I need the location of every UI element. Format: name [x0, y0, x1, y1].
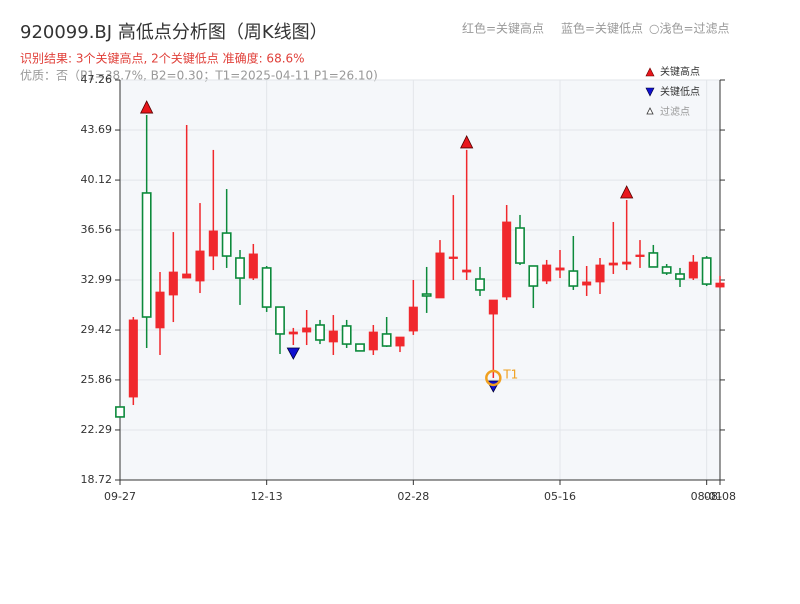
y-tick-label: 18.72: [81, 473, 113, 486]
candle-body: [368, 331, 378, 351]
candle-body: [462, 269, 472, 273]
chart-title: 920099.BJ 高低点分析图（周K线图）: [20, 22, 328, 43]
candle-body: [582, 281, 592, 286]
candle-body: [528, 265, 539, 287]
candle-body: [555, 267, 565, 271]
candle-body: [568, 270, 579, 287]
candle-body: [195, 250, 205, 282]
note: ○浅色=过滤点: [649, 22, 730, 36]
candle-body: [221, 232, 232, 257]
candle-body: [128, 319, 138, 398]
candle-body: [155, 291, 165, 329]
y-tick-label: 25.86: [81, 373, 113, 386]
y-tick-label: 43.69: [81, 123, 113, 136]
candle-body: [715, 282, 725, 288]
candle-body: [315, 324, 325, 341]
candle-body: [675, 273, 685, 280]
candle-body: [688, 261, 698, 279]
x-tick-label: 05-16: [544, 490, 576, 503]
key-low-marker: [286, 347, 301, 360]
candle-body: [328, 330, 338, 343]
y-tick-label: 29.42: [81, 323, 113, 336]
candle-body: [288, 331, 298, 335]
candle-body: [261, 267, 272, 308]
key-high-marker: [140, 100, 154, 114]
candle-body: [595, 264, 605, 283]
y-tick-label: 22.29: [81, 423, 113, 436]
candle-body: [182, 273, 192, 279]
candle-body: [448, 256, 458, 259]
candle-body: [355, 343, 365, 352]
candle-body: [248, 253, 258, 279]
candle-body: [515, 227, 525, 264]
legend-symbol: [645, 67, 655, 77]
candle-body: [141, 192, 152, 318]
candle-body: [395, 336, 405, 347]
x-tick-label: 12-13: [251, 490, 283, 503]
candle-body: [542, 264, 552, 282]
y-tick-label: 32.99: [81, 273, 113, 286]
candle-body: [208, 230, 218, 257]
y-tick-label: 40.12: [81, 173, 113, 186]
candle-body: [622, 261, 632, 265]
quality-text: 优质：否（P1=38.7%, B2=0.30；T1=2025-04-11 P1=…: [20, 69, 378, 83]
candle-body: [502, 221, 512, 298]
candle-body: [408, 306, 418, 332]
candle-body: [435, 252, 445, 299]
candle-body: [648, 252, 659, 268]
x-tick-label: 08-08: [704, 490, 736, 503]
candle-body: [168, 271, 178, 296]
candle-body: [275, 306, 285, 335]
x-tick-label: 09-27: [104, 490, 136, 503]
candle-body: [475, 278, 485, 291]
annotation-ring: [485, 369, 502, 387]
candle-body: [701, 257, 712, 285]
candle-body: [635, 254, 645, 257]
legend-symbol: [645, 87, 655, 97]
candle-body: [235, 257, 245, 279]
subtitle: 识别结果: 3个关键高点, 2个关键低点 准确度: 68.6%: [20, 51, 305, 66]
legend-label: 关键低点: [660, 85, 700, 98]
candle-body: [381, 333, 392, 347]
x-tick-label: 02-28: [397, 490, 429, 503]
note: 红色=关键高点: [462, 21, 544, 36]
candle-body: [488, 299, 498, 315]
x-tick-label: 08-01: [691, 490, 723, 503]
candle-body: [115, 406, 125, 418]
note: 蓝色=关键低点: [561, 22, 643, 36]
y-tick-label: 36.56: [81, 223, 113, 236]
candle-body: [661, 266, 672, 274]
key-high-marker: [620, 185, 634, 199]
candle-body: [608, 262, 618, 266]
legend-symbol: [646, 107, 654, 115]
y-tick-label: 47.26: [81, 73, 113, 86]
candle-body: [341, 325, 352, 345]
legend-label: 过滤点: [660, 105, 690, 118]
candle-body: [302, 327, 312, 333]
key-high-marker: [460, 135, 474, 149]
candle-body: [421, 293, 432, 297]
legend-label: 关键高点: [660, 65, 700, 78]
annotation-label: T1: [502, 367, 518, 381]
